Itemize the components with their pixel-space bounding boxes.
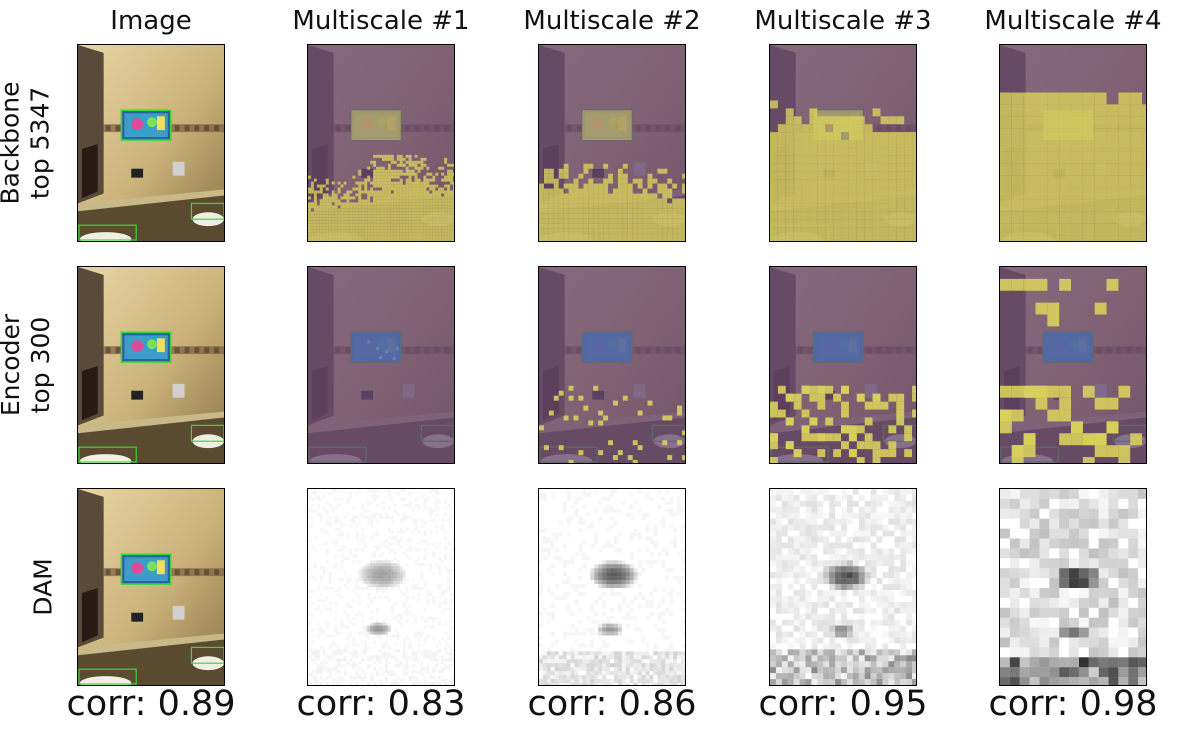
panel-backbone-multiscale-4: [999, 44, 1147, 242]
row-label-dam-line1: DAM: [29, 558, 59, 616]
panel-graphic: [308, 489, 454, 685]
column-title-multiscale-3: Multiscale #3: [754, 6, 932, 36]
panel-backbone-multiscale-1: [307, 44, 455, 242]
panel-graphic: [1000, 489, 1146, 685]
column-title-multiscale-1: Multiscale #1: [292, 6, 470, 36]
corr-label-image: corr: 0.89: [66, 684, 236, 724]
row-label-encoder-line2: top 300: [26, 316, 55, 414]
panel-encoder-multiscale-3: [769, 266, 917, 464]
panel-graphic: [770, 267, 916, 463]
row-label-encoder: Encoder top 300: [0, 266, 55, 464]
panel-backbone-image: [77, 44, 225, 242]
panel-graphic: [770, 45, 916, 241]
column-title-multiscale-2: Multiscale #2: [523, 6, 701, 36]
panel-dam-multiscale-3: [769, 488, 917, 686]
panel-graphic: [308, 45, 454, 241]
panel-graphic: [78, 45, 224, 241]
row-label-dam: DAM: [24, 488, 64, 686]
corr-label-multiscale-3: corr: 0.95: [758, 684, 928, 724]
panel-graphic: [539, 489, 685, 685]
corr-label-multiscale-1: corr: 0.83: [296, 684, 466, 724]
panel-graphic: [1000, 267, 1146, 463]
row-label-backbone-line1: Backbone: [0, 81, 25, 205]
panel-graphic: [1000, 45, 1146, 241]
panel-dam-multiscale-4: [999, 488, 1147, 686]
panel-backbone-multiscale-2: [538, 44, 686, 242]
panel-graphic: [770, 489, 916, 685]
panel-dam-image: [77, 488, 225, 686]
column-title-image: Image: [110, 6, 192, 36]
row-label-backbone-line2: top 5347: [26, 86, 55, 200]
panel-encoder-image: [77, 266, 225, 464]
panel-graphic: [308, 267, 454, 463]
panel-graphic: [78, 489, 224, 685]
row-label-backbone: Backbone top 5347: [0, 44, 55, 242]
panel-dam-multiscale-2: [538, 488, 686, 686]
panel-encoder-multiscale-2: [538, 266, 686, 464]
panel-encoder-multiscale-1: [307, 266, 455, 464]
panel-graphic: [539, 267, 685, 463]
column-title-multiscale-4: Multiscale #4: [984, 6, 1162, 36]
panel-graphic: [78, 267, 224, 463]
panel-graphic: [539, 45, 685, 241]
panel-backbone-multiscale-3: [769, 44, 917, 242]
corr-label-multiscale-4: corr: 0.98: [988, 684, 1158, 724]
corr-label-multiscale-2: corr: 0.86: [527, 684, 697, 724]
panel-dam-multiscale-1: [307, 488, 455, 686]
row-label-encoder-line1: Encoder: [0, 313, 25, 417]
panel-encoder-multiscale-4: [999, 266, 1147, 464]
